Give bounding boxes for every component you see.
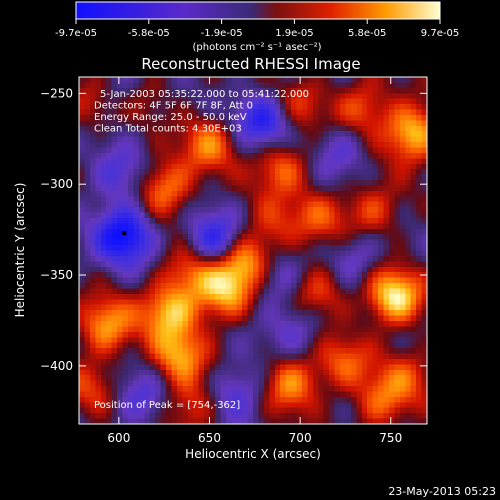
colorbar-unit-label: (photons cm⁻² s⁻¹ asec⁻²) (192, 42, 321, 53)
colorbar-ticks (75, 19, 441, 24)
colorbar-bar (75, 1, 441, 20)
colorbar-tick-labels: -9.7e-05 -5.8e-05 -1.9e-05 1.9e-05 5.8e-05 9.… (55, 28, 459, 39)
annotation-line: Clean Total counts: 4.30E+03 (94, 124, 242, 135)
x-tick-label: 700 (289, 431, 312, 445)
annotation-line: 5-Jan-2003 05:35:22.000 to 05:41:22.000 (100, 89, 309, 100)
y-tick-label: −300 (40, 177, 73, 191)
x-tick-label: 650 (198, 431, 221, 445)
x-axis-ticks: 600 650 700 750 (107, 77, 402, 445)
colorbar-tick-label: 1.9e-05 (275, 28, 313, 39)
peak-position-label: Position of Peak = [754,-362] (94, 400, 240, 411)
colorbar-tick-label: 5.8e-05 (348, 28, 386, 39)
y-axis-label: Heliocentric Y (arcsec) (13, 183, 27, 318)
y-tick-label: −350 (40, 268, 73, 282)
chart-title: Reconstructed RHESSI Image (141, 55, 360, 73)
footer-timestamp: 23-May-2013 05:23 (388, 485, 496, 498)
peak-marker (122, 231, 127, 236)
heatmap-image (79, 77, 427, 424)
annotation-line: Detectors: 4F 5F 6F 7F 8F, Att 0 (94, 101, 253, 112)
colorbar-tick-label: -1.9e-05 (201, 28, 243, 39)
x-tick-label: 750 (379, 431, 402, 445)
x-axis-label: Heliocentric X (arcsec) (185, 447, 321, 461)
colorbar-tick-label: -9.7e-05 (55, 28, 97, 39)
colorbar-tick-label: -5.8e-05 (128, 28, 170, 39)
y-tick-label: −400 (40, 359, 73, 373)
colorbar: -9.7e-05 -5.8e-05 -1.9e-05 1.9e-05 5.8e-05 9.… (55, 1, 459, 53)
x-tick-label: 600 (107, 431, 130, 445)
annotation-block: 5-Jan-2003 05:35:22.000 to 05:41:22.000D… (94, 89, 309, 135)
y-axis-ticks: −400 −350 −300 −250 (40, 86, 427, 373)
plot-area (79, 77, 427, 424)
y-tick-label: −250 (40, 86, 73, 100)
annotation-line: Energy Range: 25.0 - 50.0 keV (94, 112, 247, 123)
colorbar-tick-label: 9.7e-05 (421, 28, 459, 39)
plot-frame (78, 76, 428, 425)
